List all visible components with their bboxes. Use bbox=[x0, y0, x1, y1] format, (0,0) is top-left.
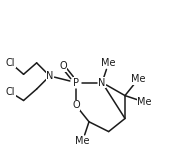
Text: Me: Me bbox=[137, 97, 152, 107]
Text: Cl: Cl bbox=[6, 58, 15, 68]
Text: N: N bbox=[98, 78, 106, 87]
Text: N: N bbox=[46, 71, 53, 81]
Text: O: O bbox=[72, 100, 80, 110]
Text: Cl: Cl bbox=[6, 87, 15, 97]
Text: P: P bbox=[73, 78, 79, 87]
Text: Me: Me bbox=[75, 136, 90, 146]
Text: O: O bbox=[59, 61, 67, 71]
Text: Me: Me bbox=[101, 58, 116, 68]
Text: Me: Me bbox=[131, 74, 145, 84]
